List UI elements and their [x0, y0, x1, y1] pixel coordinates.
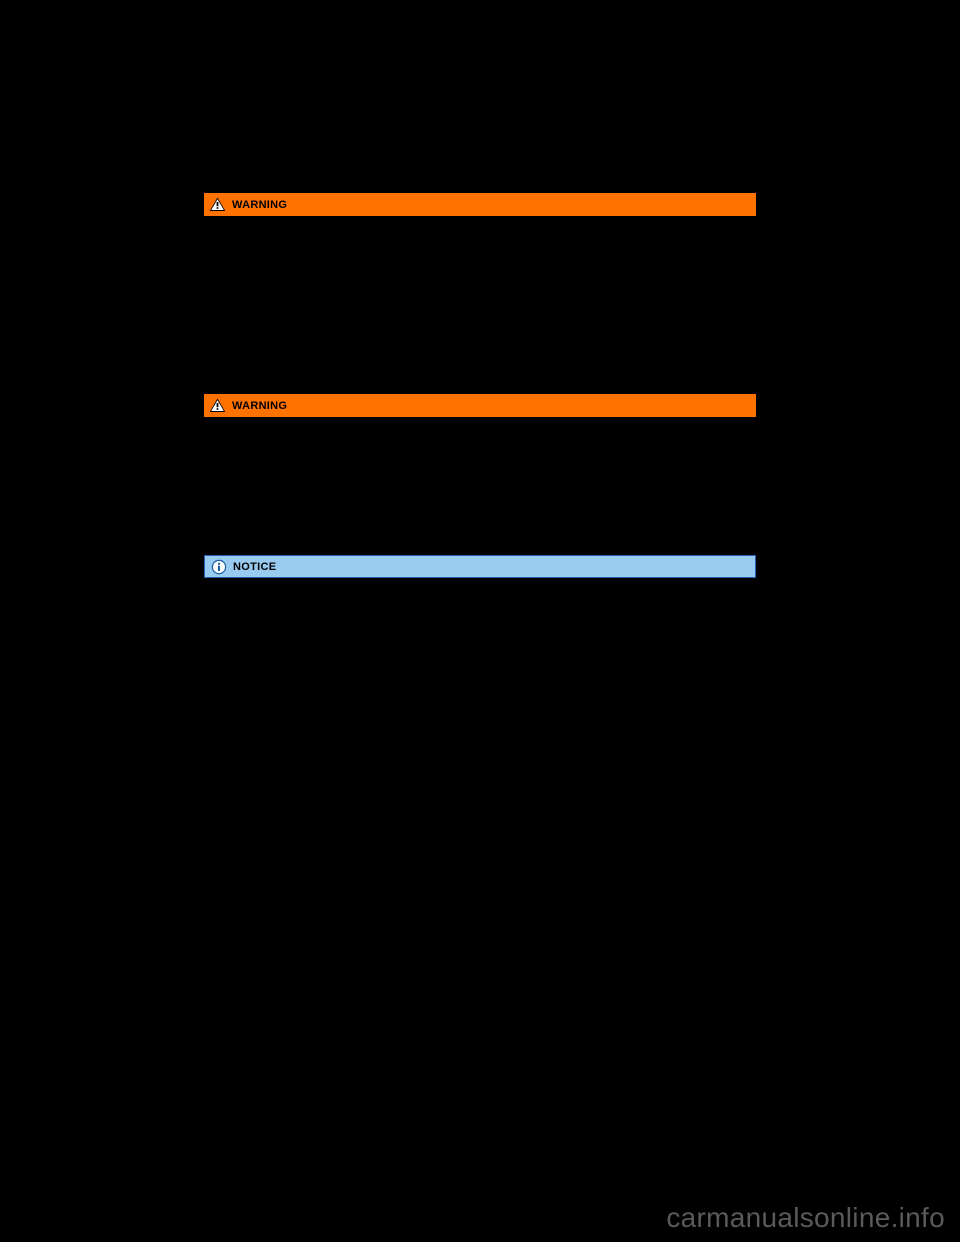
content-spacer-1: [204, 216, 756, 394]
notice-label: NOTICE: [233, 561, 276, 573]
alert-triangle-icon: [209, 398, 226, 413]
warning-label-1: WARNING: [232, 199, 287, 211]
content-spacer-2: [204, 417, 756, 555]
page-container: WARNING WARNING NOTICE: [0, 0, 960, 1242]
info-circle-icon: [210, 558, 227, 575]
notice-callout: NOTICE: [204, 555, 756, 578]
alert-triangle-icon: [209, 197, 226, 212]
warning-callout-2: WARNING: [204, 394, 756, 417]
watermark-text: carmanualsonline.info: [666, 1202, 945, 1234]
warning-label-2: WARNING: [232, 400, 287, 412]
warning-callout-1: WARNING: [204, 193, 756, 216]
